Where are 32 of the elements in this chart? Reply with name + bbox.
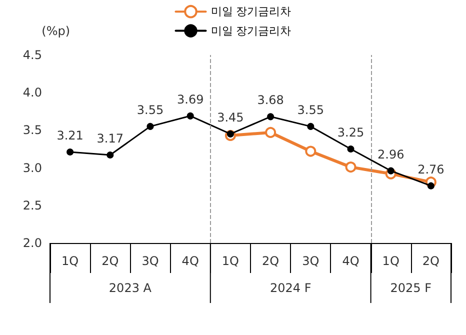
- y-tick-label: 4.0: [22, 86, 42, 100]
- x-tick-label: 1Q: [62, 254, 79, 268]
- x-tick-label: 2Q: [422, 254, 440, 268]
- data-label: 3.21: [56, 128, 84, 143]
- data-label: 3.55: [136, 102, 164, 117]
- y-tick-label: 4.5: [22, 48, 42, 62]
- text: 2024 F: [270, 281, 312, 295]
- x-tick-label: 3Q: [302, 254, 320, 268]
- data-label: 3.69: [176, 92, 204, 106]
- x-tick-label: 3Q: [142, 254, 159, 268]
- data-label: 3.55: [297, 102, 324, 117]
- data-label: 2.96: [377, 147, 404, 162]
- x-tick-label: 4Q: [342, 254, 360, 268]
- legend-label: 미일 장기금리차: [210, 5, 292, 18]
- data-label: 3.17: [96, 132, 124, 146]
- data-label: 3.68: [257, 93, 284, 108]
- text: 2025 F: [390, 281, 432, 295]
- x-tick-label: 2Q: [262, 254, 280, 268]
- x-tick-label: 1Q: [222, 254, 239, 268]
- y-axis-title: (%p): [42, 24, 70, 38]
- data-label: 2.76: [418, 162, 444, 176]
- y-tick-label: 3.0: [22, 160, 42, 175]
- y-tick-label: 2.5: [22, 198, 42, 212]
- y-tick-label: 2.0: [22, 236, 42, 250]
- text: 2023 A: [108, 281, 152, 295]
- x-tick-label: 4Q: [182, 254, 199, 268]
- data-label: 3.45: [217, 110, 244, 124]
- x-tick-label: 2Q: [102, 254, 119, 268]
- x-tick-label: 1Q: [382, 254, 400, 268]
- y-tick-label: 3.5: [22, 123, 42, 138]
- legend-label: 미일 장기금리차: [210, 24, 292, 38]
- data-label: 3.25: [337, 126, 364, 140]
